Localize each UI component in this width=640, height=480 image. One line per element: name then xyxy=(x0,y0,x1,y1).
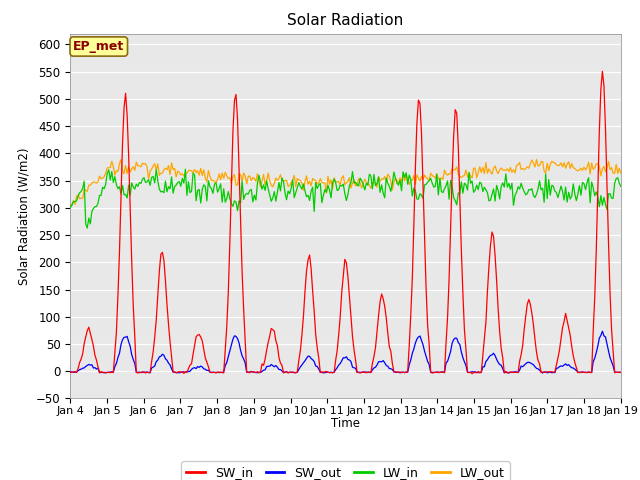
X-axis label: Time: Time xyxy=(331,418,360,431)
Y-axis label: Solar Radiation (W/m2): Solar Radiation (W/m2) xyxy=(17,147,31,285)
Title: Solar Radiation: Solar Radiation xyxy=(287,13,404,28)
Text: EP_met: EP_met xyxy=(73,40,124,53)
Legend: SW_in, SW_out, LW_in, LW_out: SW_in, SW_out, LW_in, LW_out xyxy=(182,461,509,480)
